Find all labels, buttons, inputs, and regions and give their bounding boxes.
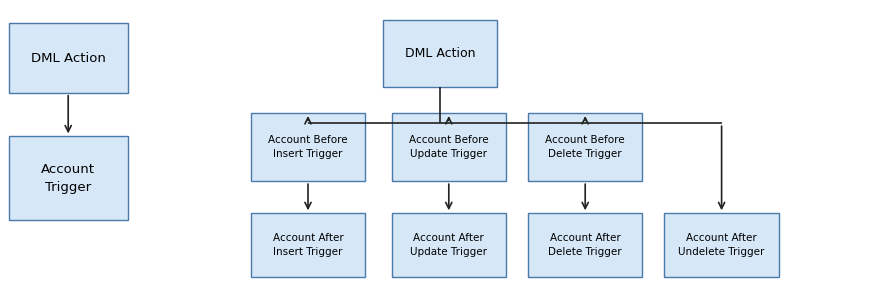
FancyBboxPatch shape xyxy=(9,136,128,220)
FancyBboxPatch shape xyxy=(664,213,779,277)
Text: DML Action: DML Action xyxy=(405,47,475,60)
FancyBboxPatch shape xyxy=(9,23,128,93)
Text: DML Action: DML Action xyxy=(31,52,106,64)
FancyBboxPatch shape xyxy=(383,20,497,87)
Text: Account
Trigger: Account Trigger xyxy=(41,163,95,194)
Text: Account After
Delete Trigger: Account After Delete Trigger xyxy=(548,233,622,257)
Text: Account After
Undelete Trigger: Account After Undelete Trigger xyxy=(678,233,765,257)
Text: Account Before
Insert Trigger: Account Before Insert Trigger xyxy=(268,135,348,159)
Text: Account Before
Delete Trigger: Account Before Delete Trigger xyxy=(546,135,625,159)
FancyBboxPatch shape xyxy=(392,113,506,181)
FancyBboxPatch shape xyxy=(528,213,642,277)
FancyBboxPatch shape xyxy=(251,213,365,277)
FancyBboxPatch shape xyxy=(251,113,365,181)
Text: Account After
Insert Trigger: Account After Insert Trigger xyxy=(273,233,343,257)
Text: Account After
Update Trigger: Account After Update Trigger xyxy=(410,233,488,257)
Text: Account Before
Update Trigger: Account Before Update Trigger xyxy=(409,135,488,159)
FancyBboxPatch shape xyxy=(528,113,642,181)
FancyBboxPatch shape xyxy=(392,213,506,277)
